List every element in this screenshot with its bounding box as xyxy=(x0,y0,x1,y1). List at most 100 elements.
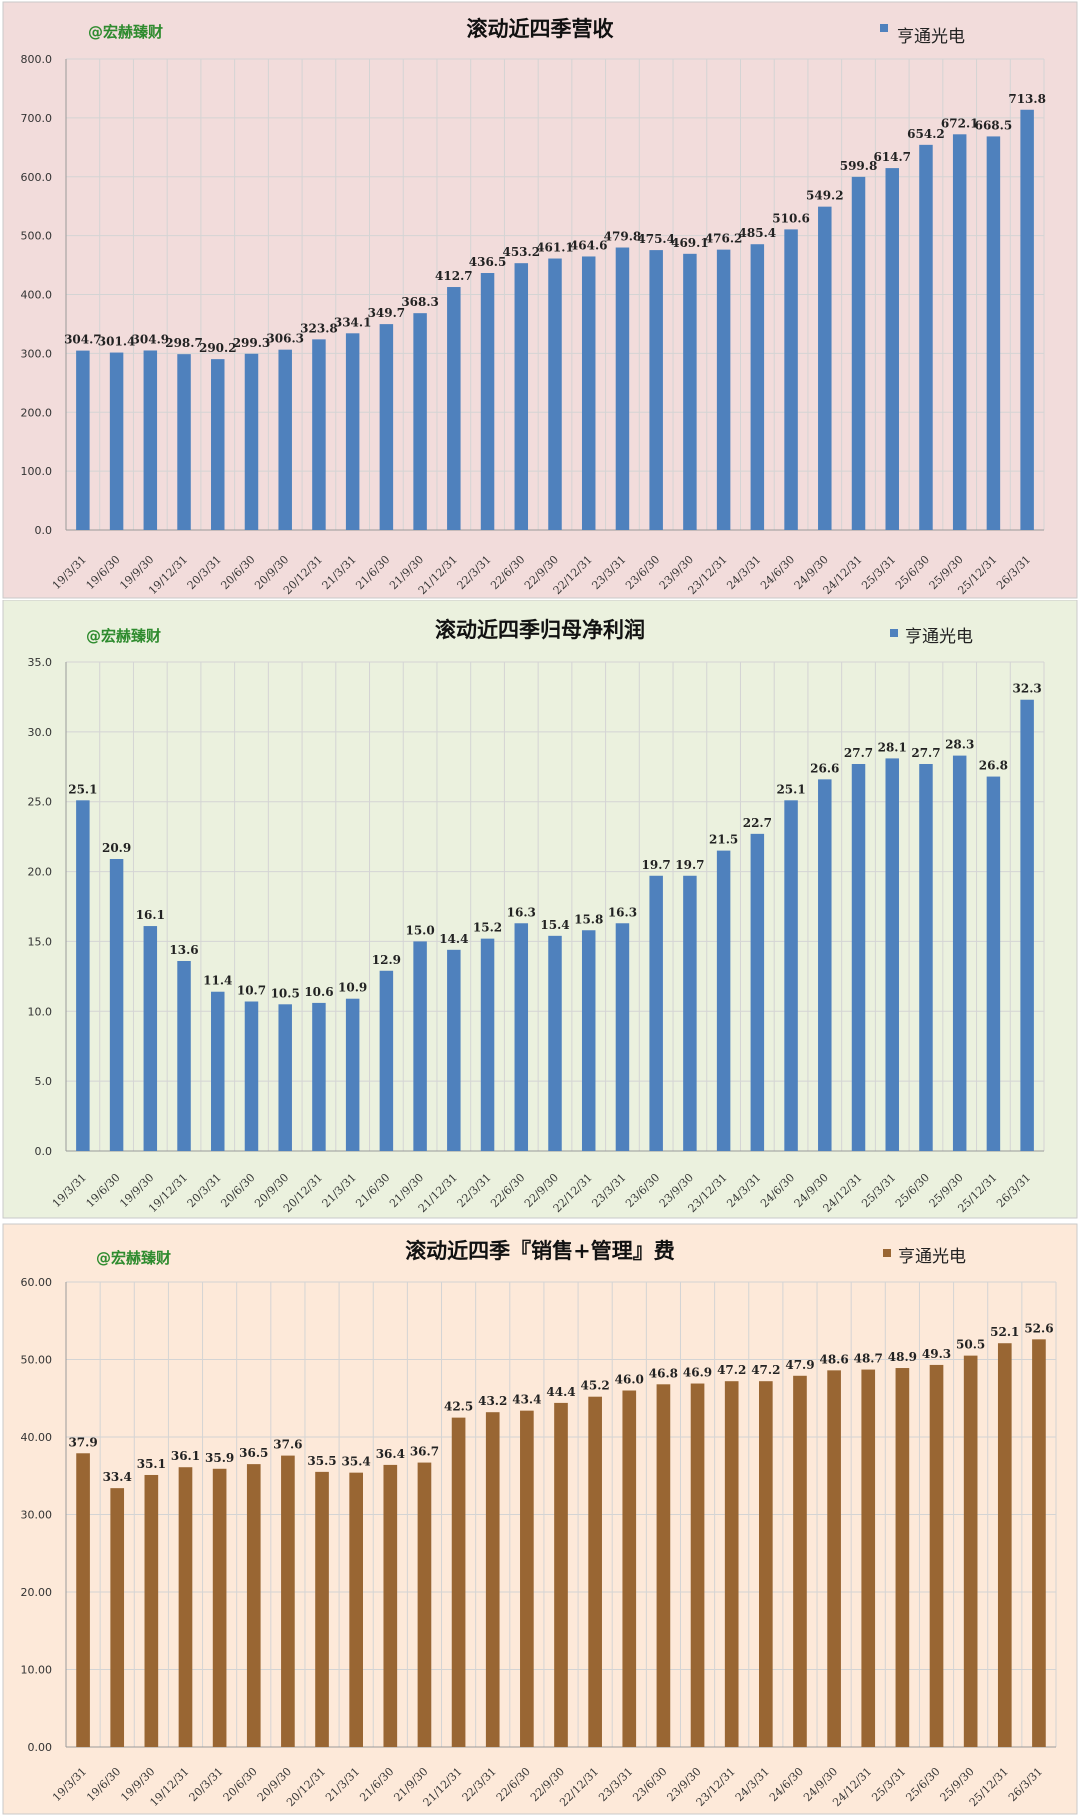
data-label: 21.5 xyxy=(709,833,738,847)
data-label: 16.3 xyxy=(507,905,536,919)
data-label: 614.7 xyxy=(873,150,911,164)
watermark-text: @宏赫臻财 xyxy=(96,1249,171,1267)
data-label: 48.9 xyxy=(888,1350,917,1364)
data-label: 475.4 xyxy=(637,232,675,246)
data-label: 42.5 xyxy=(444,1400,473,1414)
data-label: 11.4 xyxy=(203,974,232,988)
y-tick-label: 800.0 xyxy=(21,53,53,66)
data-label: 36.1 xyxy=(171,1449,200,1463)
bar xyxy=(615,247,630,530)
data-label: 35.5 xyxy=(307,1454,336,1468)
data-label: 45.2 xyxy=(581,1379,610,1393)
data-label: 46.8 xyxy=(649,1366,678,1380)
bar xyxy=(885,758,899,1151)
bar xyxy=(143,926,158,1151)
bar xyxy=(211,991,225,1151)
data-label: 25.1 xyxy=(68,782,97,796)
profit-chart: 滚动近四季归母净利润 @宏赫臻财 亨通光电 0.0 5.0 10.0 15.0 20.0 25.… xyxy=(2,600,1078,1219)
chart-title: 滚动近四季『销售+管理』费 xyxy=(405,1238,675,1263)
bar xyxy=(1020,699,1034,1151)
data-label: 52.1 xyxy=(990,1325,1019,1339)
data-label: 10.7 xyxy=(237,984,266,998)
bar xyxy=(895,1368,910,1747)
bar xyxy=(1032,1339,1046,1747)
data-label: 306.3 xyxy=(266,332,304,346)
bar xyxy=(480,273,495,530)
expense-chart: 滚动近四季『销售+管理』费 @宏赫臻财 亨通光电 0.00 10.00 20.00 30.0… xyxy=(2,1223,1078,1815)
data-label: 349.7 xyxy=(368,306,406,320)
data-label: 20.9 xyxy=(102,841,131,855)
bar xyxy=(447,287,461,530)
data-label: 47.2 xyxy=(751,1363,780,1377)
bar xyxy=(345,998,360,1151)
bar xyxy=(919,144,933,530)
y-tick-label: 0.0 xyxy=(35,524,53,537)
data-label: 304.9 xyxy=(132,332,170,346)
bar xyxy=(278,349,292,530)
bar xyxy=(548,258,562,530)
bar xyxy=(144,1474,159,1747)
bar xyxy=(178,1467,193,1747)
y-tick-label: 5.0 xyxy=(35,1075,53,1088)
data-label: 27.7 xyxy=(911,746,940,760)
bar xyxy=(520,1410,534,1747)
y-tick-label: 10.00 xyxy=(21,1664,53,1677)
data-label: 368.3 xyxy=(401,295,439,309)
bar xyxy=(451,1417,466,1747)
legend-swatch xyxy=(880,24,888,32)
bar xyxy=(929,1364,944,1747)
data-label: 32.3 xyxy=(1013,682,1042,696)
data-label: 549.2 xyxy=(806,189,844,203)
bar xyxy=(413,313,427,530)
data-label: 19.7 xyxy=(675,858,704,872)
bar xyxy=(143,350,158,530)
data-label: 37.6 xyxy=(273,1438,302,1452)
data-label: 334.1 xyxy=(334,315,372,329)
data-label: 43.4 xyxy=(512,1393,541,1407)
data-label: 28.1 xyxy=(878,740,907,754)
bar xyxy=(759,1381,773,1747)
data-label: 35.1 xyxy=(137,1457,166,1471)
bar xyxy=(784,229,798,530)
bar xyxy=(246,1464,261,1747)
data-label: 301.4 xyxy=(98,335,136,349)
data-label: 36.7 xyxy=(410,1445,439,1459)
y-tick-label: 35.0 xyxy=(28,656,53,669)
data-label: 476.2 xyxy=(705,232,743,246)
data-label: 48.6 xyxy=(819,1352,848,1366)
data-label: 47.9 xyxy=(785,1358,814,1372)
data-label: 15.0 xyxy=(405,923,434,937)
bar xyxy=(818,779,832,1151)
y-tick-label: 700.0 xyxy=(21,112,53,125)
bar xyxy=(581,256,596,530)
data-label: 14.4 xyxy=(439,932,468,946)
bar xyxy=(851,176,866,531)
bar xyxy=(480,938,495,1151)
watermark-text: @宏赫臻财 xyxy=(86,627,161,645)
y-tick-label: 30.0 xyxy=(28,726,53,739)
bar xyxy=(683,875,697,1151)
bar xyxy=(383,1464,398,1747)
bar xyxy=(281,1455,295,1747)
data-label: 46.0 xyxy=(615,1373,644,1387)
data-label: 412.7 xyxy=(435,269,473,283)
bar xyxy=(315,1471,329,1747)
bar xyxy=(177,960,191,1151)
y-tick-label: 400.0 xyxy=(21,289,53,302)
legend-label: 亨通光电 xyxy=(897,27,965,47)
bar xyxy=(861,1369,876,1747)
data-label: 46.9 xyxy=(683,1366,712,1380)
data-label: 47.2 xyxy=(717,1363,746,1377)
data-label: 16.1 xyxy=(136,908,165,922)
data-label: 35.9 xyxy=(205,1451,234,1465)
data-label: 13.6 xyxy=(169,943,198,957)
bar xyxy=(827,1370,841,1747)
data-label: 37.9 xyxy=(68,1435,97,1449)
chart-title: 滚动近四季营收 xyxy=(467,16,614,41)
data-label: 453.2 xyxy=(502,245,540,259)
y-tick-label: 15.0 xyxy=(28,935,53,948)
bar xyxy=(76,800,90,1151)
bar xyxy=(581,930,596,1151)
data-label: 48.7 xyxy=(854,1352,883,1366)
y-tick-label: 30.00 xyxy=(21,1509,53,1522)
